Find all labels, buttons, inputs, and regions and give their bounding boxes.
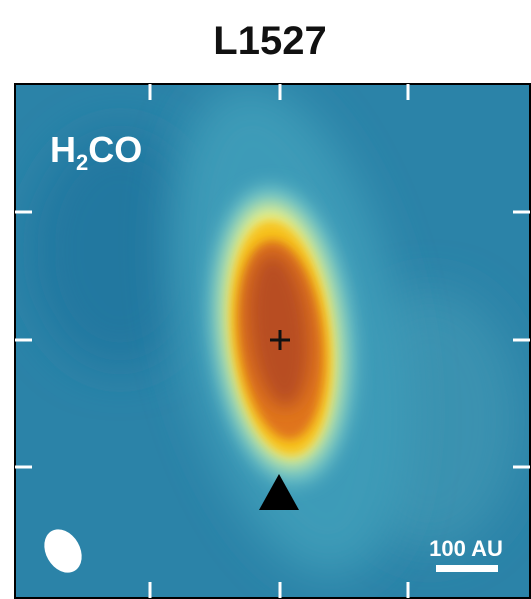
molecule-main: H (50, 129, 76, 170)
center-cross (270, 330, 290, 350)
molecule-subscript: 2 (76, 150, 88, 175)
beam-ellipse (44, 529, 82, 573)
map-image (14, 83, 531, 599)
ticks (15, 84, 530, 598)
scale-bar (436, 565, 498, 572)
marker-triangle (259, 474, 299, 510)
title: L1527 (213, 19, 326, 63)
scale-bar-label: 100 AU (429, 536, 503, 561)
molecule-label: H2CO (50, 129, 142, 175)
molecule-rest: CO (88, 129, 142, 170)
